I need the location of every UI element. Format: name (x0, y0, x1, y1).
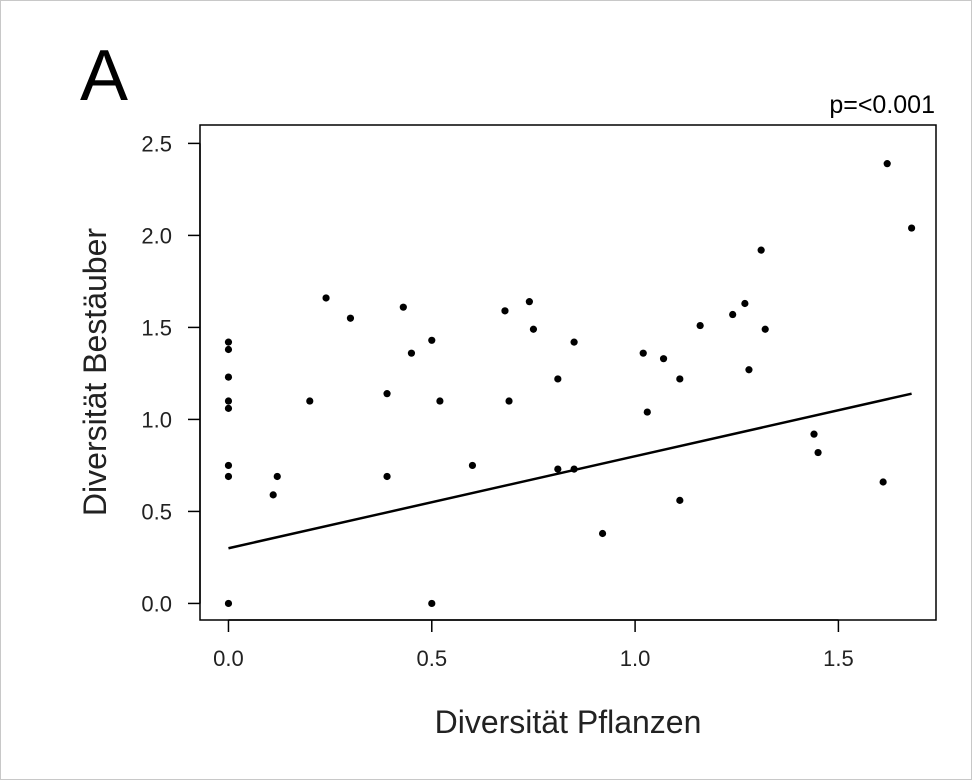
data-point (729, 310, 737, 319)
data-point (322, 294, 330, 302)
data-point (676, 375, 684, 383)
data-point (525, 298, 533, 306)
data-point (814, 448, 822, 457)
x-tick-label: 0.5 (416, 646, 447, 671)
data-point (676, 496, 684, 504)
regression-line-group (228, 392, 912, 550)
data-point (224, 472, 233, 481)
data-point (224, 397, 233, 405)
data-point (883, 160, 891, 168)
x-axis-label: Diversität Pflanzen (435, 704, 702, 740)
data-point (346, 314, 355, 322)
data-point (436, 397, 444, 405)
data-point (224, 373, 233, 381)
y-axis: 0.0 0.5 1.0 1.5 2.0 2.5 (141, 131, 201, 616)
data-point (383, 390, 391, 398)
data-points (224, 160, 916, 608)
data-point (468, 461, 477, 470)
data-point (224, 404, 233, 412)
data-point (407, 349, 416, 357)
data-point (505, 397, 513, 405)
data-point (269, 491, 277, 499)
data-point (273, 472, 281, 481)
regression-line (228, 392, 912, 550)
data-point (224, 599, 233, 608)
data-point (761, 325, 769, 333)
y-tick-label: 1.0 (141, 407, 172, 432)
y-axis-label: Diversität Bestäuber (77, 228, 113, 516)
p-value-annotation: p=<0.001 (829, 91, 935, 119)
data-point (598, 529, 607, 538)
plot-area-border (199, 124, 937, 621)
data-point (428, 599, 436, 608)
data-point (908, 224, 916, 232)
y-tick-label: 0.5 (141, 499, 172, 524)
data-point (383, 472, 391, 481)
y-tick-label: 1.5 (141, 315, 172, 340)
data-point (639, 349, 647, 357)
data-point (306, 397, 314, 405)
y-tick-label: 2.5 (141, 131, 172, 156)
data-point (570, 338, 578, 346)
data-point (399, 303, 407, 311)
data-point (224, 345, 233, 354)
data-point (659, 355, 668, 363)
data-point (745, 366, 753, 374)
data-point (554, 465, 562, 473)
data-point (757, 246, 765, 254)
data-point (643, 408, 651, 416)
y-tick-label: 0.0 (141, 591, 172, 616)
x-tick-label: 0.0 (213, 646, 244, 671)
data-point (501, 307, 509, 315)
data-point (554, 375, 562, 383)
y-tick-label: 2.0 (141, 223, 172, 248)
data-point (741, 299, 749, 308)
x-tick-label: 1.5 (823, 646, 854, 671)
x-tick-label: 1.0 (620, 646, 651, 671)
data-point (529, 325, 538, 333)
data-point (224, 461, 233, 470)
data-point (879, 478, 887, 486)
x-axis: 0.0 0.5 1.0 1.5 (213, 619, 854, 671)
data-point (428, 336, 436, 344)
data-point (696, 321, 704, 330)
data-point (810, 430, 818, 438)
panel-label: A (80, 36, 129, 116)
data-point (224, 338, 233, 346)
